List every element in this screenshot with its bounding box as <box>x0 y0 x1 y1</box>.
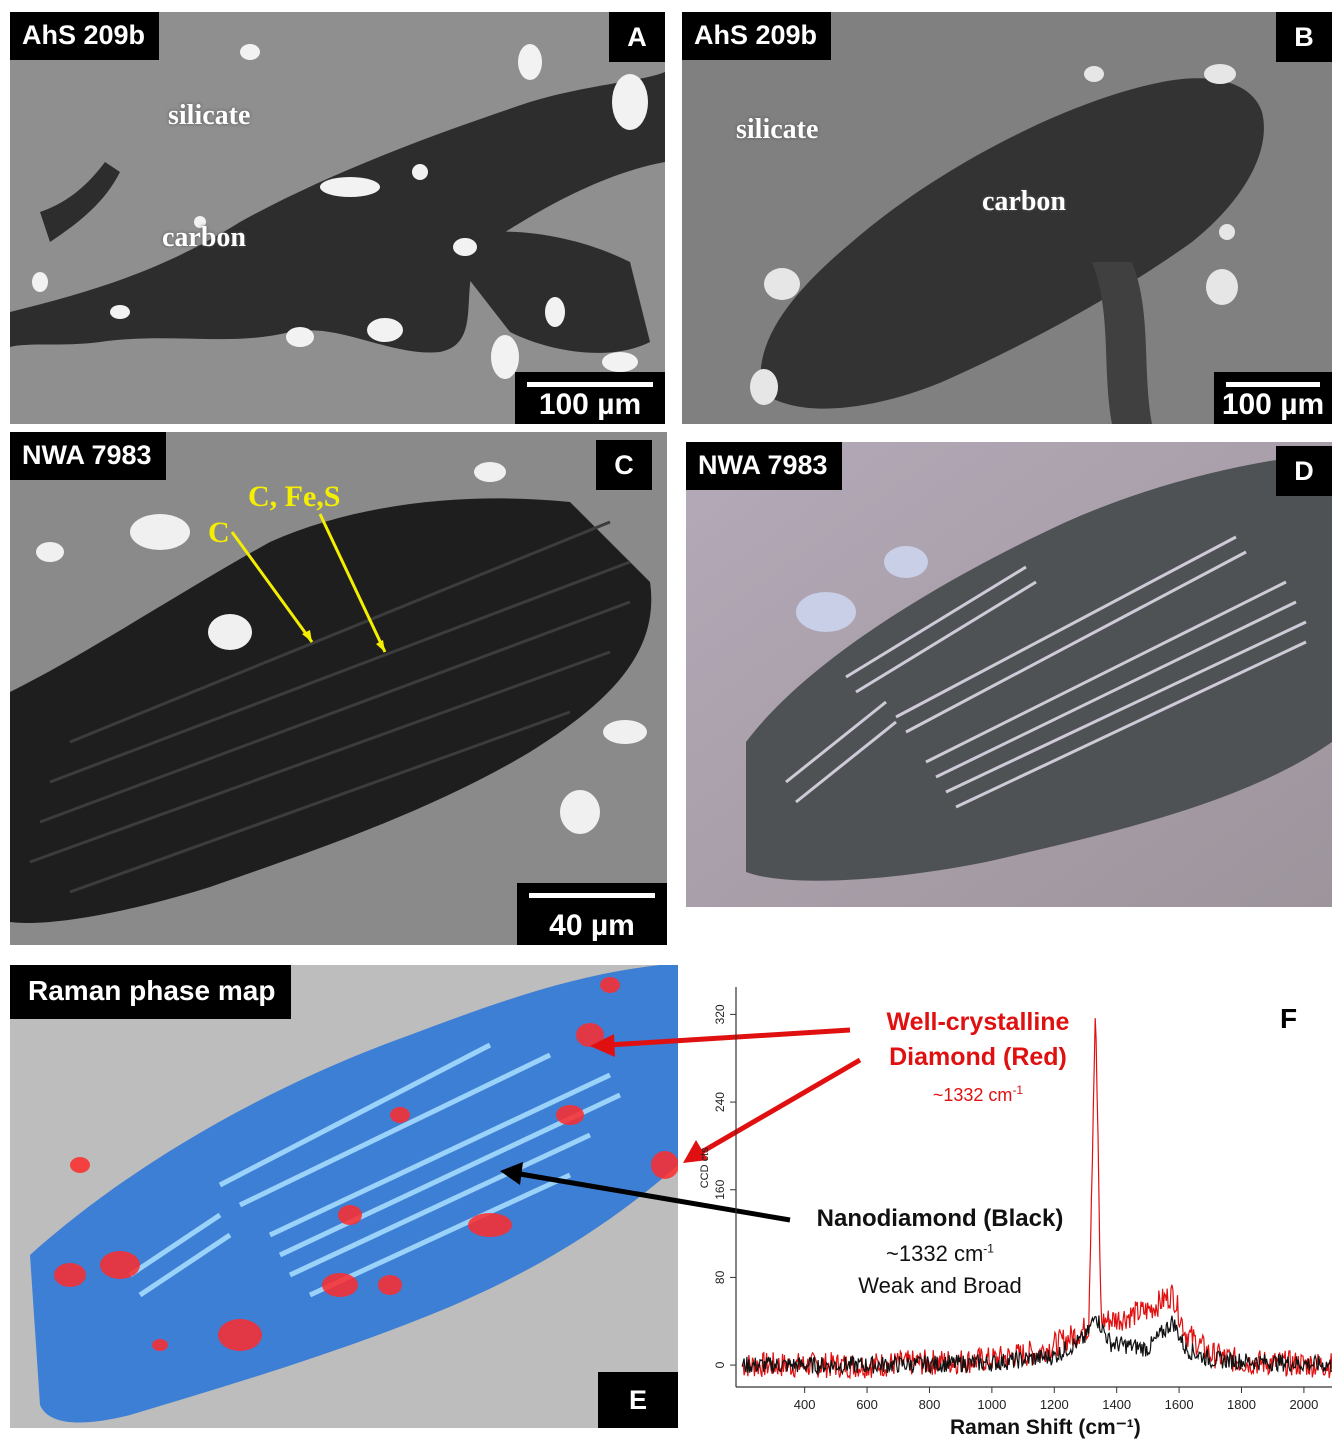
x-tick-label: 1800 <box>1227 1397 1256 1412</box>
panel-letter-f: F <box>1280 1003 1298 1034</box>
scale-bar-a: 100 µm <box>515 372 665 424</box>
panel-a-micrograph <box>10 12 665 424</box>
series-line <box>741 1018 1332 1380</box>
x-axis-label: Raman Shift (cm⁻¹) <box>950 1416 1141 1439</box>
raman-map-title: Raman phase map <box>10 965 292 1019</box>
black-peak-sup: -1 <box>983 1241 994 1256</box>
scale-bar-c: 40 µm <box>517 883 667 945</box>
y-tick-label: 0 <box>713 1361 727 1368</box>
silicate-label: silicate <box>168 100 251 131</box>
y-tick-label: 160 <box>713 1179 727 1199</box>
panel-b-sem-image: silicate carbon AhS 209b B 100 µm <box>682 12 1332 424</box>
panel-d-optical-image: NWA 7983 D <box>686 442 1332 907</box>
black-annotation-peak: ~1332 cm-1 <box>790 1241 1090 1267</box>
series-line <box>741 1315 1332 1376</box>
y-tick-label: 80 <box>713 1270 727 1284</box>
label-c: C <box>208 516 230 549</box>
x-tick-label: 2000 <box>1289 1397 1318 1412</box>
sample-tag-a: AhS 209b <box>10 12 160 60</box>
panel-letter-d: D <box>1276 446 1332 496</box>
x-tick-label: 1400 <box>1102 1397 1131 1412</box>
y-axis-label: CCD cts <box>699 1147 711 1188</box>
scale-bar-text: 100 µm <box>1221 388 1325 421</box>
scale-bar-line <box>1226 382 1320 387</box>
panel-c-sem-image: C C, Fe,S NWA 7983 C 40 µm <box>10 432 667 945</box>
panel-letter-a: A <box>609 12 665 62</box>
scale-bar-text: 40 µm <box>549 909 635 942</box>
arrow-cfes <box>318 513 387 653</box>
black-annotation-line1: Nanodiamond (Black) <box>816 1205 1064 1232</box>
y-tick-label: 320 <box>713 1004 727 1024</box>
scale-bar-line <box>527 382 653 387</box>
panel-letter-b: B <box>1276 12 1332 62</box>
x-tick-label: 800 <box>919 1397 941 1412</box>
label-cfes: C, Fe,S <box>248 480 341 513</box>
panel-d-micrograph <box>686 442 1332 907</box>
panel-c-micrograph <box>10 432 667 945</box>
x-tick-label: 1600 <box>1165 1397 1194 1412</box>
red-peak-sup: -1 <box>1012 1083 1024 1097</box>
panel-a-sem-image: silicate carbon AhS 209b A 100 µm <box>10 12 665 424</box>
black-annotation-line3: Weak and Broad <box>858 1273 1022 1298</box>
red-annotation-peak: ~1332 cm-1 <box>868 1083 1088 1106</box>
scale-bar-b: 100 µm <box>1214 372 1332 424</box>
red-annotation-line1: Well-crystalline <box>886 1008 1070 1036</box>
black-peak-text: ~1332 cm <box>886 1241 984 1266</box>
red-annotation-line2: Diamond (Red) <box>889 1043 1067 1071</box>
sample-tag-d: NWA 7983 <box>686 442 842 490</box>
carbon-label: carbon <box>982 186 1066 217</box>
silicate-label: silicate <box>736 114 819 145</box>
y-tick-label: 240 <box>713 1092 727 1112</box>
sample-tag-c: NWA 7983 <box>10 432 166 480</box>
scale-bar-text: 100 µm <box>538 388 642 421</box>
raman-spectrum-plot: 400 600 800 1000 1200 1400 1600 1800 2000 0 80 160 2… <box>699 987 1332 1412</box>
x-tick-label: 400 <box>794 1397 816 1412</box>
panel-f-raman-spectrum: 400 600 800 1000 1200 1400 1600 1800 2000 0 80 160 2… <box>690 975 1332 1447</box>
panel-b-micrograph <box>682 12 1332 424</box>
x-tick-label: 600 <box>856 1397 878 1412</box>
scale-bar-line <box>529 893 655 898</box>
panel-e-raman-map: Raman phase map E <box>10 965 678 1428</box>
sample-tag-b: AhS 209b <box>682 12 832 60</box>
panel-e-phase-map <box>10 965 678 1428</box>
panel-letter-e: E <box>598 1372 678 1428</box>
x-tick-label: 1000 <box>977 1397 1006 1412</box>
arrow-c <box>230 531 314 643</box>
carbon-label: carbon <box>162 222 246 253</box>
red-peak-text: ~1332 cm <box>932 1085 1013 1105</box>
x-tick-label: 1200 <box>1040 1397 1069 1412</box>
panel-letter-c: C <box>596 440 652 490</box>
